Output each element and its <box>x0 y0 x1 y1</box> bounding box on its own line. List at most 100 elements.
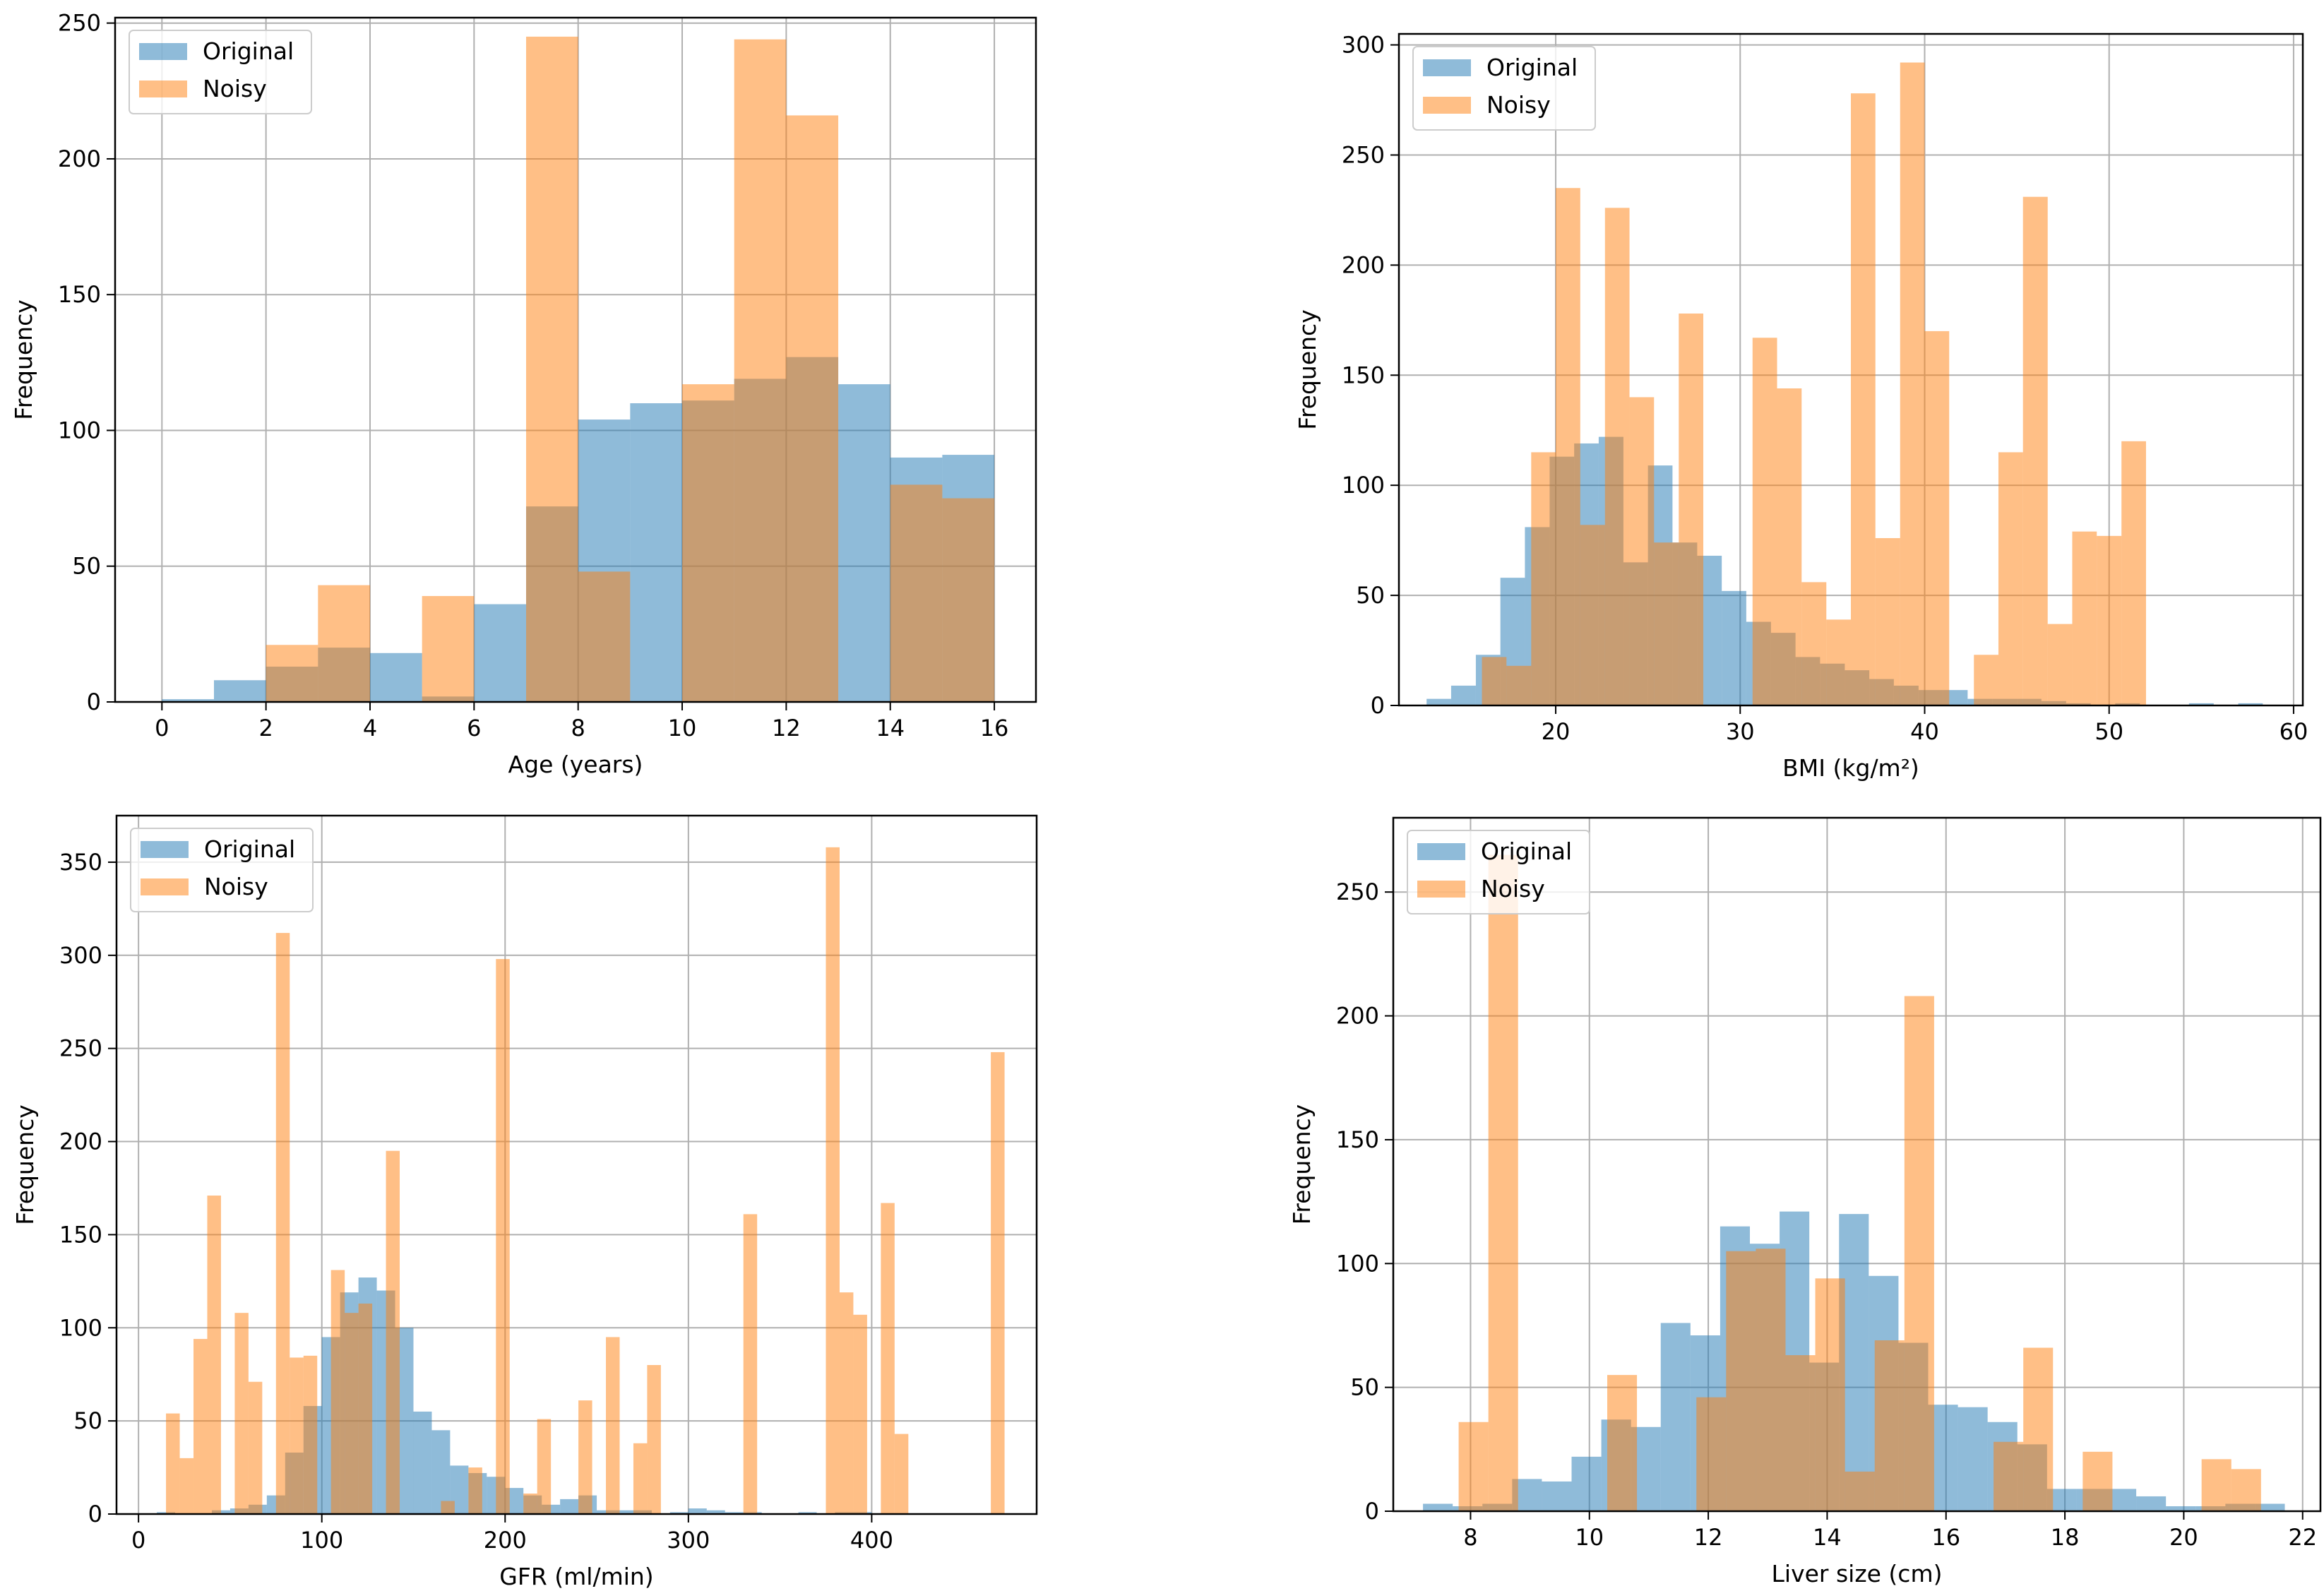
legend-swatch-noisy <box>139 81 187 97</box>
age-axes-frame <box>114 16 1037 703</box>
legend-swatch-noisy <box>1417 881 1465 898</box>
y-tick-label: 150 <box>1336 1126 1379 1153</box>
histogram-bar-original <box>838 384 890 702</box>
histogram-bar-noisy <box>1506 665 1532 705</box>
histogram-bar-noisy <box>303 1355 318 1514</box>
histogram-bar-original <box>213 680 266 702</box>
x-tick-label: 300 <box>667 1527 710 1554</box>
y-tick-label: 100 <box>1342 472 1385 499</box>
x-tick-label: 6 <box>467 715 481 741</box>
histogram-bar-noisy <box>386 1150 400 1514</box>
x-tick-label: 10 <box>668 715 697 741</box>
histogram-bar-original <box>560 1498 579 1514</box>
y-tick-label: 200 <box>1342 251 1385 278</box>
histogram-bar-original <box>474 604 527 702</box>
age-legend: Original Noisy <box>129 30 312 114</box>
histogram-bar-noisy <box>1726 1251 1756 1511</box>
y-tick-label: 300 <box>59 942 102 969</box>
liver-size-histogram: 8 10 12 14 16 18 20 22 Liver size (cm) 0 50 100 150 2… <box>1288 816 2322 1587</box>
y-tick-label: 100 <box>1336 1250 1379 1277</box>
histogram-bar-noisy <box>358 1303 373 1514</box>
x-tick-label: 8 <box>571 715 585 741</box>
histogram-bar-original <box>1450 685 1476 705</box>
histogram-bar-original <box>688 1508 707 1514</box>
histogram-bar-original <box>1571 1456 1602 1511</box>
y-tick-label: 50 <box>72 553 101 580</box>
liver-size-histogram-panel: 8 10 12 14 16 18 20 22 Liver size (cm) 0 50 100 150 2… <box>1162 794 2324 1588</box>
x-tick-label: 14 <box>876 715 905 741</box>
y-tick-label: 150 <box>1342 362 1385 388</box>
histogram-bar-noisy <box>1556 188 1580 705</box>
bmi-x-axis: 20 30 40 50 60 BMI (kg/m²) <box>1542 705 2308 782</box>
histogram-bar-noisy <box>422 596 475 702</box>
gfr-x-axis-label: GFR (ml/min) <box>499 1563 653 1588</box>
legend-swatch-noisy <box>141 878 189 895</box>
histogram-bar-noisy <box>266 645 318 702</box>
histogram-bar-noisy <box>2121 441 2146 705</box>
histogram-bar-noisy <box>1900 62 1925 705</box>
histogram-bar-original <box>669 1512 689 1514</box>
histogram-bar-noisy <box>248 1381 263 1514</box>
histogram-bar-original <box>2238 703 2263 705</box>
histogram-bar-noisy <box>330 1270 345 1514</box>
histogram-bar-noisy <box>1752 338 1777 705</box>
x-tick-label: 16 <box>1931 1524 1960 1551</box>
liver-size-y-axis-label: Frequency <box>1288 1104 1316 1224</box>
x-tick-label: 200 <box>484 1527 527 1554</box>
histogram-bar-original <box>615 1510 633 1514</box>
gfr-histogram: 0 100 200 300 400 GFR (ml/min) 0 50 100 150 200 250… <box>11 814 1038 1590</box>
histogram-bar-noisy <box>1851 93 1876 705</box>
histogram-bar-noisy <box>179 1458 194 1514</box>
y-tick-label: 200 <box>59 1128 102 1155</box>
histogram-bar-original <box>1943 690 1968 705</box>
liver-size-x-axis: 8 10 12 14 16 18 20 22 Liver size (cm) <box>1463 1511 2317 1587</box>
legend-swatch-original <box>1417 843 1465 860</box>
y-tick-label: 250 <box>58 10 101 37</box>
histogram-bar-original <box>1423 1503 1453 1511</box>
histogram-bar-noisy <box>894 1434 909 1514</box>
histogram-bar-noisy <box>1604 208 1630 705</box>
histogram-bar-noisy <box>1458 1422 1489 1511</box>
x-tick-label: 14 <box>1813 1524 1842 1551</box>
histogram-bar-noisy <box>1654 542 1679 705</box>
age-y-axis-label: Frequency <box>10 299 37 419</box>
legend-swatch-original <box>139 43 187 60</box>
x-tick-label: 12 <box>772 715 801 741</box>
histogram-bar-noisy <box>1801 582 1827 705</box>
histogram-bar-noisy <box>647 1365 661 1514</box>
histogram-bar-original <box>706 1510 725 1514</box>
bmi-y-axis-label: Frequency <box>1294 309 1321 429</box>
histogram-bar-noisy <box>526 36 578 702</box>
histogram-bar-original <box>413 1411 432 1514</box>
histogram-bar-noisy <box>2201 1459 2231 1511</box>
age-y-axis: 0 50 100 150 200 250 Frequency <box>10 10 115 715</box>
y-tick-label: 0 <box>88 1501 102 1527</box>
y-tick-label: 350 <box>59 849 102 876</box>
histogram-bar-noisy <box>890 484 943 702</box>
histogram-bar-noisy <box>578 1400 592 1514</box>
bmi-legend: Original Noisy <box>1412 46 1596 131</box>
x-tick-label: 4 <box>363 715 377 741</box>
legend-swatch-original <box>141 841 189 858</box>
histogram-bar-noisy <box>853 1314 867 1514</box>
histogram-bar-noisy <box>523 1493 537 1514</box>
histogram-bar-noisy <box>1924 330 1950 705</box>
histogram-bar-noisy <box>606 1337 620 1514</box>
histogram-bar-noisy <box>743 1214 758 1514</box>
gfr-legend: Original Noisy <box>130 828 314 912</box>
histogram-bar-noisy <box>2022 196 2048 705</box>
bmi-x-axis-label: BMI (kg/m²) <box>1782 754 1919 782</box>
liver-size-original-bars <box>1423 1211 2285 1511</box>
histogram-bar-noisy <box>290 1357 304 1514</box>
gfr-y-axis-label: Frequency <box>11 1104 39 1224</box>
histogram-bar-noisy <box>1580 525 1605 705</box>
legend-label-original: Original <box>1481 838 1572 865</box>
age-histogram-panel: 0 2 4 6 8 10 12 14 16 Age (years) 0 50 100 150 200 250 F… <box>0 0 1162 794</box>
gfr-x-axis: 0 100 200 300 400 GFR (ml/min) <box>131 1514 893 1590</box>
age-histogram: 0 2 4 6 8 10 12 14 16 Age (years) 0 50 100 150 200 250 F… <box>10 10 1037 778</box>
age-x-axis-label: Age (years) <box>508 751 643 778</box>
histogram-bar-original <box>725 1512 744 1514</box>
liver-size-x-axis-label: Liver size (cm) <box>1772 1560 1943 1587</box>
liver-size-y-axis: 0 50 100 150 200 250 Frequency <box>1288 878 1393 1525</box>
age-x-axis: 0 2 4 6 8 10 12 14 16 Age (years) <box>155 702 1008 778</box>
